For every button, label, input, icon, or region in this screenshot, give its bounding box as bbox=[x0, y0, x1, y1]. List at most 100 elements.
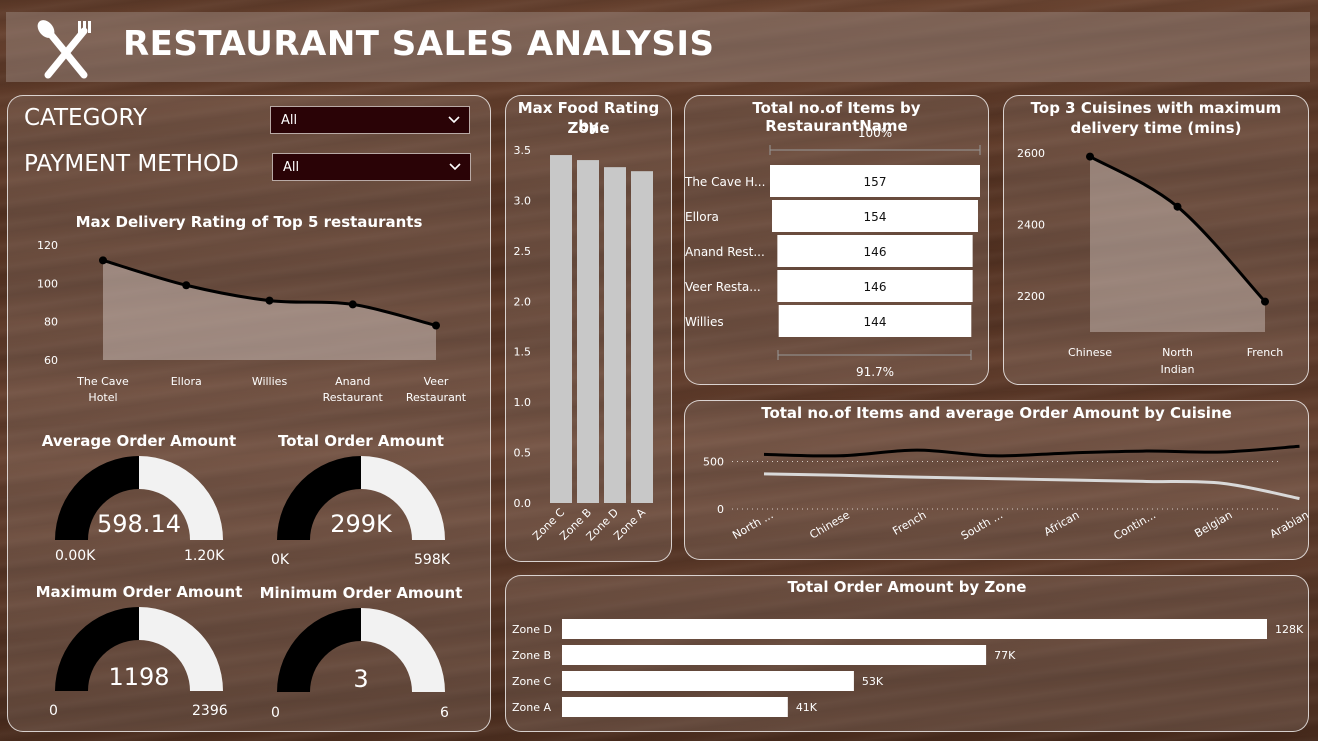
category-dropdown-value: All bbox=[281, 113, 298, 128]
cuisine-delivery-chart: 2600 2400 2200 Chinese North Indian French bbox=[1017, 147, 1284, 376]
funnel-bar bbox=[777, 235, 973, 267]
x-tick-label: African bbox=[1042, 508, 1082, 538]
payment-method-label: PAYMENT METHOD bbox=[24, 151, 239, 177]
zone-amount-chart: Zone D 128K Zone B 77K Zone C 53K Zone A 41K bbox=[512, 619, 1304, 717]
x-tick-label: Chinese bbox=[807, 508, 852, 541]
x-tick-label: Restaurant bbox=[406, 391, 467, 404]
bar-value-label: 128K bbox=[1275, 623, 1304, 636]
min-gauge-max: 6 bbox=[440, 705, 449, 721]
fork-knife-icon bbox=[37, 20, 91, 79]
min-gauge-value: 3 bbox=[353, 665, 369, 693]
items-bottom-percent: 91.7% bbox=[855, 365, 895, 379]
max-gauge-min: 0 bbox=[49, 703, 58, 719]
x-tick-label: North ... bbox=[730, 508, 775, 542]
bar bbox=[577, 160, 599, 504]
y-tick-label: 2400 bbox=[1017, 219, 1045, 232]
data-point bbox=[99, 256, 107, 265]
y-tick-label: 100 bbox=[37, 277, 58, 290]
bar bbox=[562, 619, 1267, 639]
payment-method-dropdown[interactable]: All bbox=[272, 153, 471, 181]
data-point bbox=[1086, 152, 1094, 161]
bar bbox=[550, 155, 572, 504]
page-title: RESTAURANT SALES ANALYSIS bbox=[123, 24, 715, 64]
funnel-bar bbox=[778, 305, 972, 337]
bar bbox=[562, 697, 788, 717]
items-by-restaurant-chart: 157 The Cave H... 154 Ellora 146 Anand Rest..… bbox=[684, 145, 981, 360]
data-point bbox=[432, 321, 440, 330]
data-point bbox=[1261, 297, 1269, 306]
avg-gauge-title: Average Order Amount bbox=[41, 432, 237, 450]
zone-amount-title: Total Order Amount by Zone bbox=[787, 578, 1027, 596]
food-rating-title-line2: Zone bbox=[567, 119, 610, 137]
x-tick-label: Restaurant bbox=[323, 391, 384, 404]
payment-method-dropdown-value: All bbox=[283, 160, 300, 175]
funnel-bar bbox=[770, 165, 980, 197]
funnel-bar bbox=[772, 200, 978, 232]
y-tick-label: 2.0 bbox=[514, 295, 532, 308]
category-label: Zone B bbox=[512, 649, 551, 662]
min-gauge-title: Minimum Order Amount bbox=[259, 584, 463, 602]
chevron-down-icon bbox=[448, 116, 460, 124]
bar-value-label: 53K bbox=[862, 675, 884, 688]
max-gauge-title: Maximum Order Amount bbox=[35, 583, 243, 601]
bar bbox=[631, 171, 653, 503]
category-label: CATEGORY bbox=[24, 105, 148, 131]
y-tick-label: 1.5 bbox=[514, 346, 532, 359]
total-gauge-max: 598K bbox=[414, 552, 450, 568]
y-tick-label: 3.5 bbox=[514, 144, 532, 157]
bar-value-label: 157 bbox=[864, 175, 887, 189]
x-tick-label: Hotel bbox=[88, 391, 117, 404]
y-tick-label: 120 bbox=[37, 239, 58, 252]
food-rating-title-line1: Max Food Rating by bbox=[517, 99, 660, 135]
header-banner: RESTAURANT SALES ANALYSIS bbox=[6, 12, 1310, 82]
category-label: The Cave H... bbox=[684, 175, 765, 189]
x-tick-label: Chinese bbox=[1068, 346, 1112, 359]
x-tick-label: French bbox=[890, 508, 928, 538]
data-point bbox=[348, 300, 357, 309]
data-point bbox=[1173, 202, 1182, 211]
bar-value-label: 41K bbox=[796, 701, 818, 714]
max-gauge-value: 1198 bbox=[108, 663, 170, 691]
category-label: Zone D bbox=[512, 623, 552, 636]
y-tick-label: 60 bbox=[44, 354, 58, 367]
max-order-gauge bbox=[55, 607, 223, 691]
category-label: Anand Rest... bbox=[685, 245, 765, 259]
y-tick-label: 0.5 bbox=[514, 447, 532, 460]
x-tick-label: Veer bbox=[424, 375, 449, 388]
category-label: Veer Resta... bbox=[685, 280, 761, 294]
min-gauge-min: 0 bbox=[271, 705, 280, 721]
bar-value-label: 146 bbox=[864, 280, 887, 294]
category-label: Zone A bbox=[512, 701, 552, 714]
y-tick-label: 2600 bbox=[1017, 147, 1045, 160]
category-dropdown[interactable]: All bbox=[270, 106, 470, 134]
x-tick-label: Willies bbox=[252, 375, 288, 388]
cuisine-delivery-title-line2: delivery time (mins) bbox=[1070, 119, 1242, 137]
total-gauge-value: 299K bbox=[330, 510, 392, 538]
total-gauge-title: Total Order Amount bbox=[278, 432, 444, 450]
avg-order-gauge bbox=[55, 456, 223, 540]
x-tick-label: Ellora bbox=[171, 375, 202, 388]
y-tick-label: 80 bbox=[44, 316, 58, 329]
series-line bbox=[763, 472, 1300, 501]
bar-value-label: 144 bbox=[864, 315, 887, 329]
funnel-bar bbox=[777, 270, 973, 302]
y-tick-label: 2200 bbox=[1017, 290, 1045, 303]
bar bbox=[562, 645, 987, 665]
delivery-rating-chart: 120 100 80 60 The Cave Hotel Ellora Willies Anan… bbox=[37, 239, 467, 404]
items-avg-cuisine-chart: 500 0 North ... Chinese French South ... Afric… bbox=[703, 444, 1309, 543]
category-label: Zone C bbox=[512, 675, 552, 688]
x-tick-label: Anand bbox=[335, 375, 370, 388]
min-order-gauge bbox=[277, 608, 445, 692]
avg-gauge-value: 598.14 bbox=[97, 510, 181, 538]
data-point bbox=[182, 281, 191, 290]
x-tick-label: Belgian bbox=[1192, 508, 1234, 540]
avg-gauge-min: 0.00K bbox=[55, 548, 96, 564]
total-order-gauge bbox=[277, 456, 445, 540]
bar-value-label: 146 bbox=[864, 245, 887, 259]
x-tick-label: French bbox=[1247, 346, 1284, 359]
y-tick-label: 0.0 bbox=[514, 497, 532, 510]
data-point bbox=[265, 296, 274, 305]
items-avg-cuisine-title: Total no.of Items and average Order Amou… bbox=[761, 404, 1232, 422]
bar bbox=[562, 671, 854, 691]
